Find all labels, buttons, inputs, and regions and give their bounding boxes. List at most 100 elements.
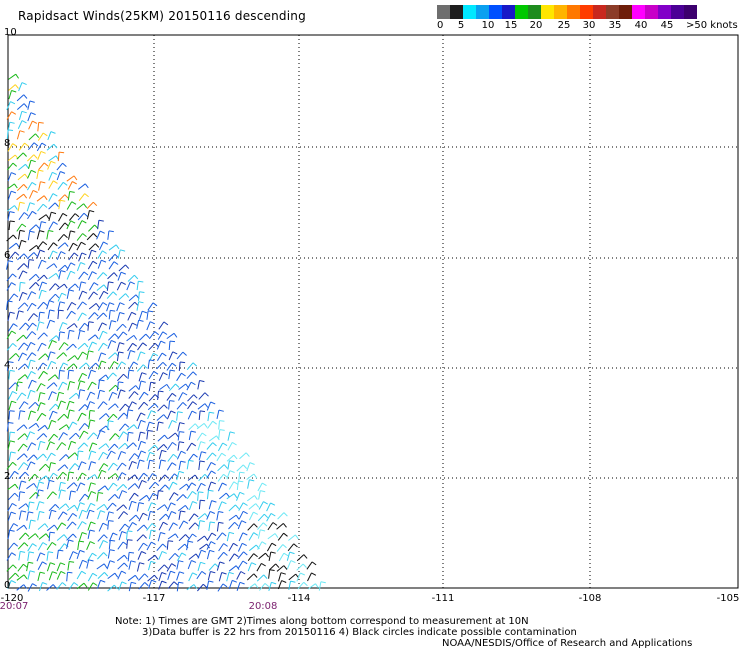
wind-barb [266,542,277,552]
wind-barb [119,523,130,532]
legend-swatch-12 [593,5,606,19]
wind-barb [108,532,118,542]
wind-barb [37,402,46,412]
wind-barb [77,442,89,450]
wind-barb [7,190,17,200]
wind-barb [7,529,15,540]
legend-label-0: 0 [437,20,444,31]
wind-barb [197,491,204,501]
x-tick-lon-120: -120 [0,593,24,604]
legend-label-9: 45 [660,20,674,31]
wind-barb [46,143,58,151]
wind-barb [16,453,28,461]
wind-barb [128,500,137,510]
wind-barb [178,361,186,371]
wind-barb [166,362,177,371]
wind-barb [48,462,56,472]
wind-barb [117,412,128,420]
wind-barb [196,423,208,430]
wind-barb [68,490,76,500]
wind-barb [148,560,156,571]
wind-barb [107,494,119,502]
wind-barb [146,430,153,440]
legend-swatch-0 [437,5,450,19]
wind-barb [138,573,149,581]
wind-barb [27,570,35,580]
wind-barb [8,470,19,479]
wind-barb [27,359,36,369]
wind-barb [17,542,29,550]
wind-barb [16,184,28,192]
wind-barb [186,459,194,470]
wind-barb [148,492,158,502]
wind-barb [6,129,14,139]
wind-barb [217,482,227,492]
wind-barb [276,544,287,552]
wind-barb [188,430,197,441]
wind-barb [38,582,48,592]
wind-barb [177,422,185,432]
wind-barb [146,451,155,462]
wind-barb [37,424,49,432]
wind-barb [107,520,114,530]
wind-barb [67,561,75,571]
wind-barb [176,494,187,502]
wind-barb [116,361,127,370]
wind-barb [26,352,37,361]
wind-barb [106,302,115,312]
wind-barb [27,583,37,592]
wind-barb [97,379,105,389]
wind-barb [56,171,66,181]
wind-barb [46,230,54,240]
wind-barb [6,422,14,432]
wind-barb [66,571,73,582]
wind-barb [47,360,57,370]
wind-barb [17,253,28,261]
wind-barb [147,403,159,411]
wind-barb [97,322,107,332]
wind-barb [156,504,168,511]
wind-barb [48,571,58,581]
wind-barb [87,529,95,540]
wind-barb [136,524,148,532]
wind-barb [288,580,296,590]
wind-barb [138,512,148,522]
wind-barb [277,532,288,541]
wind-barb [56,162,67,171]
wind-barb [66,175,78,182]
wind-barb [197,380,205,390]
wind-barb [156,490,164,500]
wind-barb [86,350,94,360]
legend-labels: 0 5 10 15 20 25 30 35 40 45 >50 knots [0,20,740,34]
wind-barb [198,460,205,470]
legend-swatch-18 [671,5,684,19]
wind-barb [137,450,146,460]
wind-barb [58,194,69,202]
wind-barb [157,532,166,542]
wind-barb [197,583,208,592]
wind-barb [206,461,216,471]
wind-barb [48,391,57,401]
wind-barb [168,432,179,439]
wind-barb [128,581,137,592]
wind-barb [226,470,235,480]
wind-barb [36,552,46,562]
wind-barb [108,261,119,270]
wind-barb [136,412,146,422]
wind-barb [96,430,106,440]
x-tick-lon-105: -105 [716,593,740,604]
wind-barb [38,475,50,482]
wind-barb [96,563,108,570]
legend-swatch-10 [567,5,580,19]
wind-barb [57,242,69,249]
wind-barb [107,272,118,280]
wind-barb [18,491,25,501]
wind-barb [38,353,49,361]
wind-barb [56,283,68,290]
wind-barb [117,541,128,550]
wind-barb [116,351,124,361]
wind-barb [28,142,39,151]
wind-barb [6,564,17,572]
wind-barb [126,424,138,431]
wind-barb [6,361,14,371]
